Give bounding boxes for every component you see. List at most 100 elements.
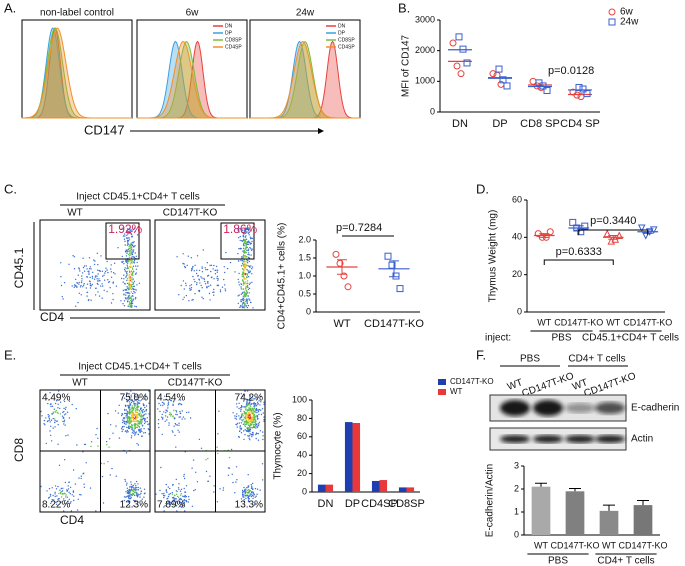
flow-event bbox=[240, 416, 242, 418]
flow-event bbox=[68, 417, 71, 419]
flow-event bbox=[127, 267, 130, 270]
flow-event bbox=[244, 420, 247, 423]
flow-event bbox=[260, 395, 262, 397]
flow-event bbox=[40, 485, 42, 488]
flow-event bbox=[250, 238, 252, 240]
flow-event bbox=[242, 302, 244, 304]
flow-event bbox=[146, 420, 148, 423]
flow-event bbox=[132, 414, 135, 416]
flow-event bbox=[257, 418, 259, 420]
flow-event bbox=[243, 307, 246, 309]
flow-event bbox=[135, 484, 137, 487]
flow-event bbox=[125, 452, 128, 454]
flow-event bbox=[112, 298, 114, 301]
flow-event bbox=[49, 493, 52, 496]
flow-event bbox=[136, 394, 139, 397]
error-bar bbox=[337, 259, 347, 275]
flow-event bbox=[105, 267, 107, 269]
flow-event bbox=[70, 501, 72, 503]
flow-event bbox=[122, 428, 124, 431]
flow-event bbox=[131, 432, 134, 434]
flow-event bbox=[137, 486, 139, 489]
flow-event bbox=[126, 413, 128, 415]
flow-event bbox=[178, 416, 180, 418]
flow-event bbox=[143, 432, 145, 434]
flow-event bbox=[135, 395, 137, 397]
flow-event bbox=[239, 418, 241, 420]
flow-event bbox=[68, 481, 70, 483]
flow-event bbox=[95, 510, 97, 512]
flow-event bbox=[244, 300, 247, 303]
flow-event bbox=[51, 499, 53, 501]
flow-event bbox=[160, 466, 162, 469]
flow-event bbox=[171, 493, 173, 495]
flow-event bbox=[127, 233, 129, 235]
flow-event bbox=[130, 483, 132, 486]
flow-event bbox=[130, 437, 133, 439]
flow-event bbox=[242, 288, 244, 290]
flow-event bbox=[241, 489, 244, 492]
flow-event bbox=[208, 292, 211, 295]
flow-event bbox=[190, 270, 193, 272]
flow-event bbox=[89, 487, 92, 489]
flow-event bbox=[202, 249, 204, 251]
flow-event bbox=[57, 403, 59, 405]
flow-event bbox=[72, 490, 75, 492]
flow-event bbox=[125, 294, 127, 296]
data-point bbox=[453, 62, 461, 70]
histogram-title: 24w bbox=[296, 8, 315, 19]
flow-event bbox=[249, 430, 251, 432]
flow-event bbox=[73, 268, 76, 270]
x-tick-label: WT bbox=[537, 317, 551, 327]
flow-event bbox=[107, 412, 109, 415]
flow-event bbox=[249, 236, 252, 238]
flow-event bbox=[224, 271, 226, 274]
flow-event bbox=[248, 426, 251, 428]
flow-event bbox=[130, 273, 132, 275]
panel-label: C. bbox=[4, 181, 17, 196]
flow-event bbox=[255, 433, 257, 436]
flow-event bbox=[130, 481, 132, 483]
flow-event bbox=[125, 420, 128, 423]
group-label: WT bbox=[67, 208, 83, 219]
flow-event bbox=[121, 414, 123, 417]
flow-event bbox=[165, 409, 167, 411]
flow-event bbox=[63, 498, 65, 500]
flow-event bbox=[242, 250, 244, 252]
error-bar bbox=[608, 234, 619, 240]
flow-event bbox=[68, 263, 70, 265]
flow-event bbox=[222, 487, 225, 489]
flow-event bbox=[59, 407, 61, 410]
flow-event bbox=[246, 489, 248, 491]
y-tick-label: 1 bbox=[514, 506, 519, 516]
x-tick-label: DP bbox=[492, 118, 507, 130]
flow-event bbox=[133, 282, 135, 284]
flow-event bbox=[134, 483, 136, 485]
flow-event bbox=[240, 408, 242, 411]
flow-event bbox=[131, 274, 133, 276]
flow-event bbox=[63, 282, 66, 284]
flow-event bbox=[253, 404, 255, 406]
data-point bbox=[608, 8, 616, 16]
histogram-title: non-label control bbox=[40, 8, 114, 19]
flow-event bbox=[254, 418, 256, 420]
flow-event bbox=[55, 501, 57, 503]
flow-event bbox=[127, 420, 129, 423]
flow-event bbox=[132, 298, 135, 300]
flow-event bbox=[125, 491, 127, 493]
flow-event bbox=[245, 298, 247, 301]
flow-event bbox=[242, 491, 244, 493]
blot-band bbox=[565, 435, 595, 443]
flow-event bbox=[236, 406, 238, 408]
flow-event bbox=[52, 417, 54, 420]
flow-event bbox=[47, 414, 49, 416]
quadrant-percent: 8.22% bbox=[42, 500, 70, 511]
flow-event bbox=[54, 493, 56, 495]
flow-event bbox=[143, 414, 145, 417]
flow-event bbox=[125, 292, 127, 294]
flow-event bbox=[135, 489, 137, 491]
flow-event bbox=[256, 415, 259, 417]
flow-event bbox=[62, 487, 64, 489]
flow-event bbox=[185, 485, 188, 487]
flow-event bbox=[177, 403, 180, 406]
